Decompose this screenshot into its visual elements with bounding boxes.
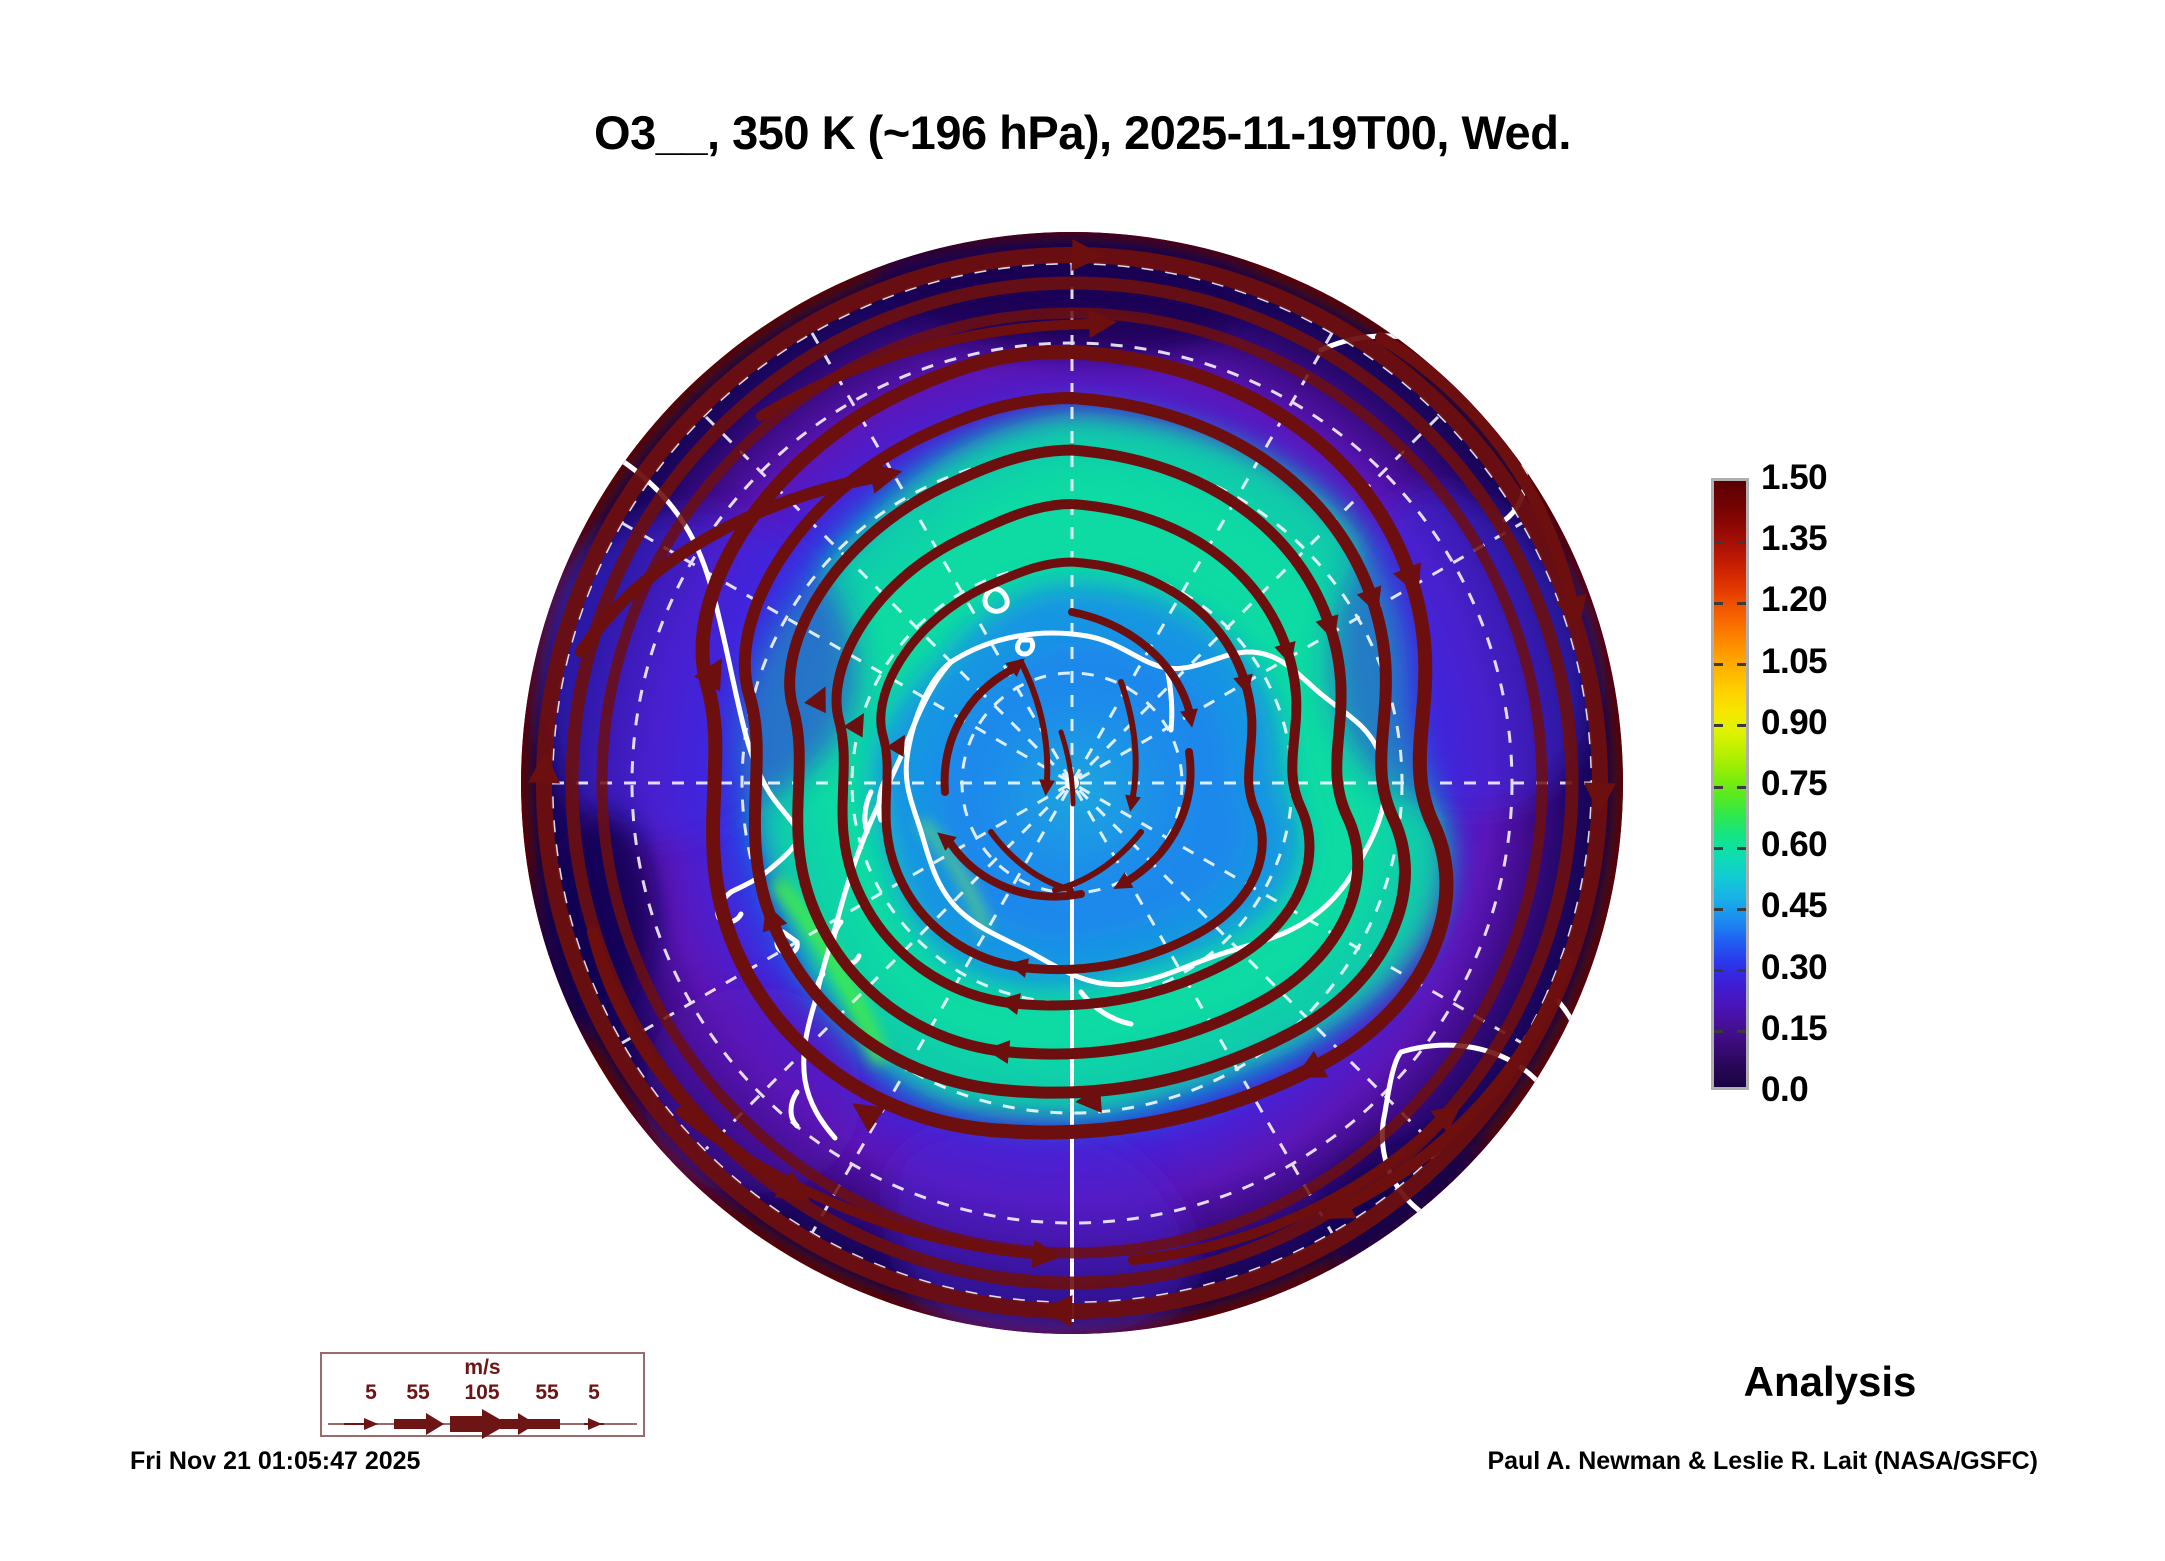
colorbar-tick <box>1714 846 1723 850</box>
colorbar-tick-label: 0.90 <box>1761 702 1828 742</box>
colorbar-tick <box>1737 601 1746 605</box>
wind-unit-label: m/s <box>464 1356 501 1379</box>
wind-speed-value: 55 <box>535 1381 559 1404</box>
wind-speed-value: 5 <box>588 1381 600 1404</box>
colorbar-tick <box>1714 540 1723 544</box>
wind-speed-value: 105 <box>464 1381 500 1404</box>
colorbar-tick-label: 0.0 <box>1761 1070 1809 1109</box>
colorbar-tick-label: 1.50 <box>1761 458 1828 497</box>
colorbar-tick <box>1737 724 1746 728</box>
colorbar-tick-label: 0.30 <box>1761 947 1828 987</box>
colorbar-tick <box>1737 969 1746 973</box>
colorbar-tick-label: 0.15 <box>1761 1008 1828 1048</box>
colorbar-tick-label: 0.45 <box>1761 886 1828 926</box>
colorbar-tick <box>1714 907 1723 911</box>
polar-map <box>521 232 1623 1334</box>
colorbar-tick <box>1737 1030 1746 1034</box>
wind-arrows-svg <box>328 1409 637 1439</box>
colorbar-gradient <box>1714 481 1746 1087</box>
wind-speed-value: 5 <box>365 1381 377 1404</box>
colorbar-tick <box>1737 785 1746 789</box>
page-title: O3__, 350 K (~196 hPa), 2025-11-19T00, W… <box>594 106 1571 159</box>
wind-arrow-scale <box>322 1409 643 1439</box>
colorbar-labels: 1.50 1.35 1.20 1.05 0.90 0.75 0.60 0.45 0.30 0.15… <box>1761 458 1911 1109</box>
colorbar-tick <box>1737 846 1746 850</box>
streamline-arrowheads <box>528 239 1616 1327</box>
wind-speed-legend: m/s 5 55 105 55 5 <box>320 1352 645 1439</box>
colorbar-tick <box>1714 969 1723 973</box>
render-timestamp: Fri Nov 21 01:05:47 2025 <box>130 1447 421 1475</box>
colorbar <box>1711 478 1749 1090</box>
colorbar-tick-label: 1.05 <box>1761 641 1828 681</box>
colorbar-ticks <box>1714 481 1746 1087</box>
colorbar-tick-label: 0.75 <box>1761 764 1828 803</box>
colorbar-tick <box>1714 663 1723 667</box>
analysis-label: Analysis <box>1743 1358 1917 1405</box>
wind-speed-value: 55 <box>406 1381 430 1404</box>
colorbar-tick <box>1714 1030 1723 1034</box>
colorbar-tick <box>1737 907 1746 911</box>
globe-disc <box>521 232 1623 1334</box>
colorbar-tick <box>1714 724 1723 728</box>
colorbar-tick <box>1737 540 1746 544</box>
colorbar-tick-label: 1.35 <box>1761 519 1828 559</box>
colorbar-tick-label: 1.20 <box>1761 580 1828 620</box>
colorbar-tick <box>1737 663 1746 667</box>
wind-speed-values: 5 55 105 55 5 <box>322 1381 643 1407</box>
colorbar-tick <box>1714 785 1723 789</box>
colorbar-tick <box>1714 601 1723 605</box>
author-credit: Paul A. Newman & Leslie R. Lait (NASA/GS… <box>1487 1447 2038 1475</box>
colorbar-tick-label: 0.60 <box>1761 825 1828 865</box>
ozone-field-svg <box>521 232 1623 1334</box>
